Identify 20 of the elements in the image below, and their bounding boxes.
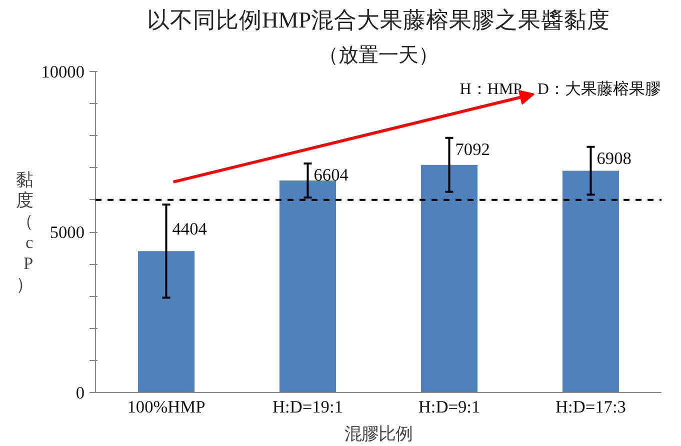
bar [138, 251, 195, 392]
y-tick-label: 0 [76, 384, 85, 402]
data-label: 6604 [314, 166, 349, 185]
bar [562, 170, 620, 392]
bar [420, 164, 478, 392]
y-tick-label: 10000 [41, 62, 85, 82]
data-label: 6908 [596, 149, 632, 168]
chart-subtitle: （放置一天） [318, 44, 438, 66]
data-label: 4404 [172, 220, 208, 239]
x-tick-label: H:D=19:1 [272, 398, 343, 416]
x-tick-label: H:D=17:3 [556, 398, 626, 416]
chart-title: 以不同比例HMP混合大果藤榕果膠之果醬黏度 [146, 8, 610, 32]
y-tick-label: 5000 [50, 223, 84, 242]
x-tick-label: H:D=9:1 [418, 398, 480, 416]
annotation: H：HMP D：大果藤榕果膠 [460, 80, 661, 98]
x-tick-label: 100%HMP [127, 398, 206, 416]
data-label: 7092 [455, 140, 490, 160]
x-axis-title: 混膠比例 [344, 424, 412, 444]
bar [279, 180, 336, 392]
y-axis-title: 黏度（cP） [16, 170, 34, 294]
